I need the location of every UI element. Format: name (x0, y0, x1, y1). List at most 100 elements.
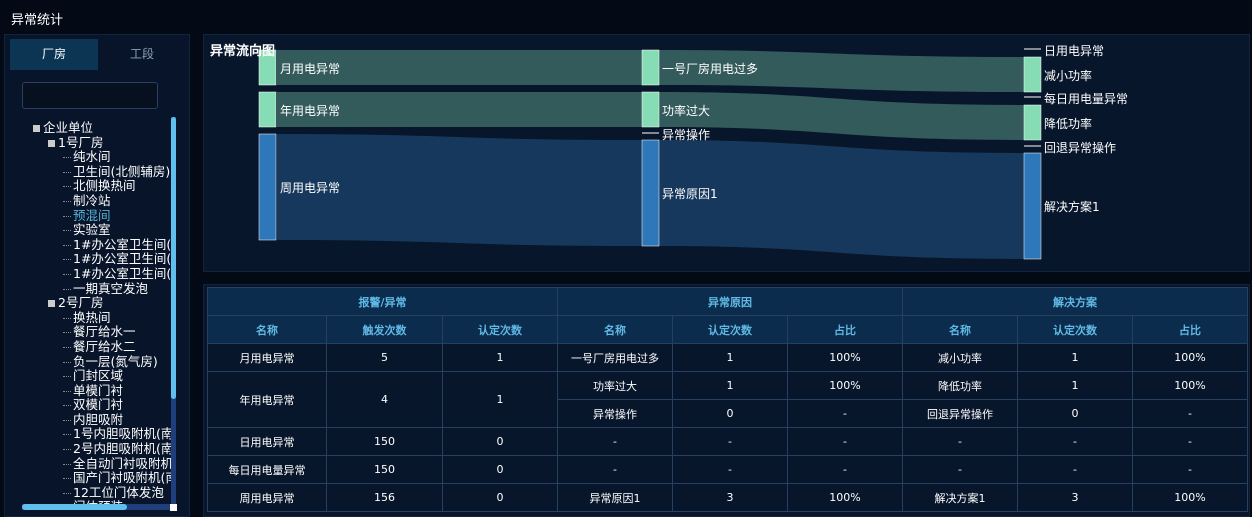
table-cell: 1 (442, 371, 558, 428)
tree-item-label: 1#办公室卫生间(北 (73, 265, 171, 281)
tree-item[interactable]: 门封区域 (27, 368, 171, 384)
tree-item-label: 制冷站 (73, 192, 111, 208)
tree-item[interactable]: 1#办公室卫生间(北 (27, 265, 171, 282)
tree-item-label: 1号厂房 (58, 134, 104, 150)
collapse-icon[interactable] (48, 139, 55, 147)
sankey-link (659, 92, 1024, 140)
table-cell: 0 (442, 483, 558, 512)
sankey-node (641, 49, 660, 86)
table-cell: - (1017, 455, 1133, 484)
tree-item-label: 餐厅给水一 (73, 324, 136, 340)
table-cell: 100% (1132, 483, 1248, 512)
tree-item-label: 1#办公室卫生间(南 (73, 236, 171, 252)
horizontal-scrollbar[interactable] (22, 504, 170, 510)
table-cell: 周用电异常 (207, 483, 327, 512)
table-cell: 解决方案1 (902, 483, 1018, 512)
node-label: 周用电异常 (280, 181, 341, 195)
collapse-icon[interactable] (33, 125, 40, 132)
table-cell: 日用电异常 (207, 427, 327, 456)
anomaly-table: 报警/异常 异常原因 解决方案 名称 触发次数 认定次数 名称 认定次数 占比 名称 认定次数… (207, 287, 1248, 512)
table-cell: 100% (1132, 371, 1248, 400)
vertical-scrollbar[interactable] (171, 117, 176, 509)
tree-item[interactable]: 企业单位 (27, 121, 171, 136)
collapse-icon[interactable] (48, 300, 55, 308)
tree-item-label: 实验室 (73, 222, 111, 238)
tree-item[interactable]: 1#办公室卫生间(中 (27, 252, 171, 267)
tree-item[interactable]: 纯水间 (27, 149, 171, 165)
table-cell: - (787, 399, 903, 428)
group-header: 异常原因 (557, 287, 903, 316)
tree-item[interactable]: 2号内胆吸附机(南 (27, 441, 171, 457)
tree-item[interactable]: 负一层(氮气房) (27, 353, 171, 370)
column-header: 认定次数 (1017, 315, 1133, 344)
table-cell: 156 (326, 483, 443, 512)
table-cell: 年用电异常 (207, 371, 327, 428)
tree-item-label: 一期真空发泡 (73, 280, 149, 296)
node-label: 回退异常操作 (1044, 141, 1117, 155)
sankey-link (659, 50, 1024, 92)
tree-item[interactable]: 实验室 (27, 222, 171, 238)
table-cell: 0 (1017, 399, 1133, 428)
tree-item[interactable]: 1#办公室卫生间(南 (27, 236, 171, 253)
tree-item[interactable]: 12工位门体发泡 (27, 485, 171, 501)
table-cell: 一号厂房用电过多 (557, 343, 673, 372)
column-header: 认定次数 (442, 315, 558, 344)
table-cell: 减小功率 (902, 343, 1018, 372)
tree-item-label: 单模门衬 (73, 382, 124, 398)
tree-item[interactable]: 全自动门衬吸附机 (27, 456, 171, 472)
tree-item-label: 纯水间 (73, 149, 111, 165)
column-header: 触发次数 (326, 315, 443, 344)
table-cell: - (1132, 427, 1248, 456)
tree-item-label: 换热间 (73, 309, 111, 325)
tree-item[interactable]: 换热间 (27, 309, 171, 326)
tree-item[interactable]: 一期真空发泡 (27, 280, 171, 297)
sankey-link (277, 50, 642, 85)
tree-item[interactable]: 餐厅给水一 (27, 325, 171, 340)
table-row: 周用电异常 156 0 异常原因1 3 100% 解决方案1 3 100% (207, 483, 1248, 512)
column-header: 占比 (787, 315, 903, 344)
table-cell: 3 (672, 483, 788, 512)
tree-item[interactable]: 2号厂房 (27, 295, 171, 311)
tree-item[interactable]: 制冷站 (27, 192, 171, 209)
tree-item-label: 预混间 (73, 207, 111, 223)
tree-item[interactable]: 北侧换热间 (27, 179, 171, 194)
tree-item-label: 2号厂房 (58, 295, 104, 311)
sankey-link (277, 134, 642, 246)
table-cell: 异常操作 (557, 399, 673, 428)
sankey-node (641, 91, 660, 128)
tree-item[interactable]: 1号厂房 (27, 134, 171, 151)
search-input[interactable] (22, 82, 158, 109)
sankey-node (641, 139, 660, 247)
table-cell: 0 (442, 427, 558, 456)
tree-item-label: 餐厅给水二 (73, 338, 136, 354)
sankey-node (258, 133, 277, 241)
tree-item[interactable]: 双模门衬 (27, 397, 171, 413)
sankey-node (1023, 152, 1042, 260)
tree-item-label: 2号内胆吸附机(南 (73, 441, 171, 457)
tree-item[interactable]: 卫生间(北侧辅房) (27, 164, 171, 180)
tree-item[interactable]: 国产门衬吸附机(南 (27, 470, 171, 486)
left-panel: 厂房 工段 企业单位 1号厂房 纯水间 卫生间(北侧辅房) 北侧换热间 制冷站 预混间 实验室… (4, 34, 190, 517)
node-label: 功率过大 (662, 104, 711, 118)
column-header: 认定次数 (672, 315, 788, 344)
sankey-chart (258, 48, 1042, 260)
table-cell: - (902, 455, 1018, 484)
tree-item-label: 内胆吸附 (73, 411, 124, 427)
table-cell: 1 (672, 371, 788, 400)
tab-section[interactable]: 工段 (129, 47, 154, 61)
tree-item[interactable]: 单模门衬 (27, 382, 171, 399)
tree-item-label: 双模门衬 (73, 397, 124, 413)
tree-item[interactable]: 预混间 (27, 207, 171, 224)
table-cell: 100% (787, 371, 903, 400)
table-cell: 0 (672, 399, 788, 428)
tree-item[interactable]: 内胆吸附 (27, 411, 171, 428)
table-cell: 1 (1017, 343, 1133, 372)
tree-item[interactable]: 餐厅给水二 (27, 338, 171, 355)
tab-workshop[interactable]: 厂房 (10, 39, 98, 70)
table-cell: 异常原因1 (557, 483, 673, 512)
tree-item-label: 负一层(氮气房) (73, 353, 158, 369)
table-cell: 4 (326, 371, 443, 428)
table-cell: 月用电异常 (207, 343, 327, 372)
tree-item[interactable]: 1号内胆吸附机(南 (27, 427, 171, 442)
node-label: 减小功率 (1044, 69, 1093, 83)
